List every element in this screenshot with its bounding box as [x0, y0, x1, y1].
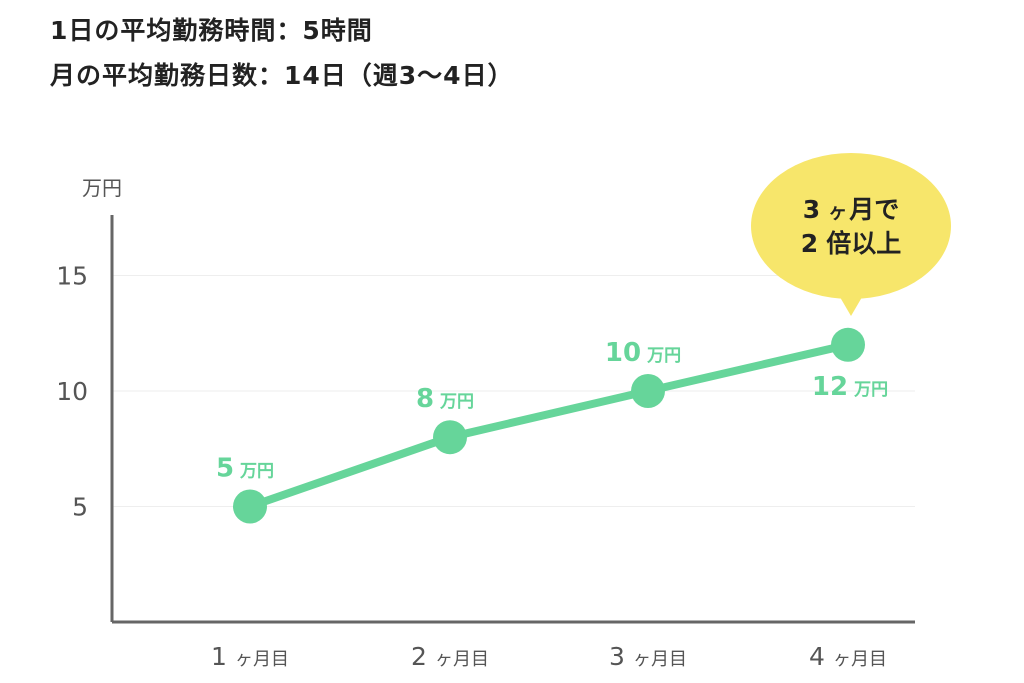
data-point-4: [831, 327, 865, 362]
data-label-unit: 万円: [239, 462, 274, 482]
callout-text-part: 倍以上: [826, 229, 901, 258]
data-point-1: [233, 489, 267, 524]
x-tick-label-4: 4 ヶ月目: [809, 642, 887, 671]
data-label-3: 10 万円: [605, 338, 681, 368]
series-line: [246, 340, 852, 511]
data-label-value: 12: [812, 372, 848, 402]
data-point-3: [631, 374, 665, 408]
data-label-value: 10: [605, 338, 641, 368]
callout-text-part: 月で: [848, 195, 899, 224]
x-tick-suffix: ヶ月目: [435, 649, 489, 670]
callout-line-1: 3 ヶ月で: [803, 195, 899, 224]
y-axis-unit-label: 万円: [82, 176, 122, 200]
callout-text-part: 3: [803, 195, 820, 224]
data-label-4: 12 万円: [812, 372, 888, 402]
x-tick-number: 1: [211, 642, 227, 671]
data-label-value: 5: [216, 454, 234, 484]
x-tick-number: 4: [809, 642, 825, 671]
y-tick-label-5: 5: [72, 493, 88, 522]
header-monthly-days: 月の平均勤務日数：14日（週3〜4日）: [50, 61, 514, 90]
x-tick-number: 3: [609, 642, 625, 671]
x-tick-number: 2: [411, 642, 427, 671]
callout-bubble: [751, 153, 951, 299]
x-tick-label-1: 1 ヶ月目: [211, 642, 289, 671]
callout-line-2: 2 倍以上: [801, 229, 901, 258]
y-tick-label-15: 15: [56, 262, 88, 291]
data-label-unit: 万円: [439, 392, 474, 412]
x-tick-suffix: ヶ月目: [235, 649, 289, 670]
header-daily-hours: 1日の平均勤務時間：5時間: [50, 16, 373, 45]
callout-pointer: [837, 292, 865, 316]
data-label-1: 5 万円: [216, 454, 274, 484]
x-tick-suffix: ヶ月目: [833, 649, 887, 670]
data-label-value: 8: [416, 384, 434, 414]
data-label-2: 8 万円: [416, 384, 474, 414]
callout-text-part: 2: [801, 229, 818, 258]
x-tick-suffix: ヶ月目: [633, 649, 687, 670]
data-point-2: [433, 420, 467, 455]
data-label-unit: 万円: [853, 380, 888, 400]
x-tick-label-3: 3 ヶ月目: [609, 642, 687, 671]
y-tick-label-10: 10: [56, 377, 88, 406]
data-label-unit: 万円: [646, 346, 681, 366]
x-tick-label-2: 2 ヶ月目: [411, 642, 489, 671]
callout-text-part: ヶ: [828, 201, 847, 223]
